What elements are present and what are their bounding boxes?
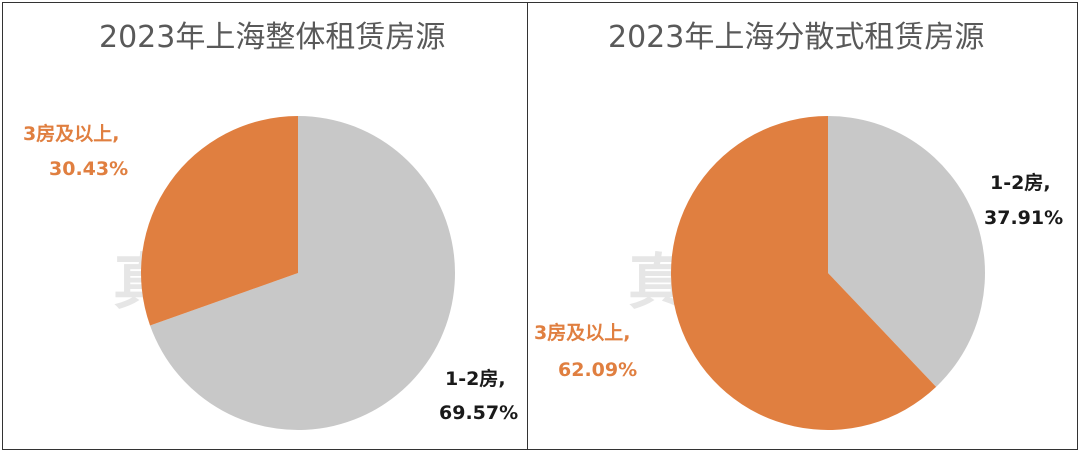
slice-value-1-2-rooms: 37.91% xyxy=(984,207,1063,229)
pie-slices xyxy=(141,116,456,430)
slice-value-3plus-rooms: 30.43% xyxy=(49,158,128,180)
slice-label-1-2-rooms: 1-2房, xyxy=(445,367,506,390)
chart-title: 2023年上海整体租赁房源 xyxy=(99,20,445,55)
pie-slices xyxy=(671,115,986,430)
pie-slice-1-2-rooms xyxy=(150,116,456,430)
pie-slice-3plus-rooms xyxy=(671,116,937,430)
slice-value-1-2-rooms: 69.57% xyxy=(439,402,518,424)
pie-chart-overall: 真叫卢俊 2023年上海整体租赁房源 3房及以上, 30.43% 1-2房, 6… xyxy=(23,20,518,430)
pie-slice-3plus-rooms xyxy=(141,116,298,326)
pie-chart-scattered: 真叫卢俊 2023年上海分散式租赁房源 1-2房, 37.91% 3房及以上, … xyxy=(534,20,1063,430)
chart-title: 2023年上海分散式租赁房源 xyxy=(608,20,984,55)
slice-label-3plus-rooms: 3房及以上, xyxy=(534,321,630,344)
slice-label-3plus-rooms: 3房及以上, xyxy=(23,122,119,145)
pie-slice-1-2-rooms xyxy=(828,115,986,387)
slice-label-1-2-rooms: 1-2房, xyxy=(990,171,1051,194)
chart-panel-overall: 真叫卢俊 2023年上海整体租赁房源 3房及以上, 30.43% 1-2房, 6… xyxy=(2,2,528,450)
chart-panel-scattered: 真叫卢俊 2023年上海分散式租赁房源 1-2房, 37.91% 3房及以上, … xyxy=(527,2,1078,450)
slice-value-3plus-rooms: 62.09% xyxy=(558,359,637,381)
